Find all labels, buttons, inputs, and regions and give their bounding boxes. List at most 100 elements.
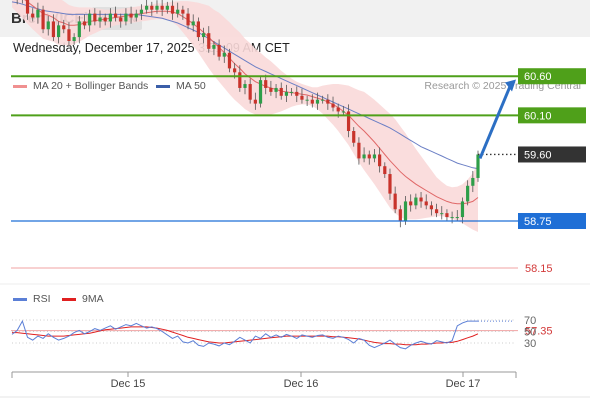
candle-body bbox=[393, 193, 397, 210]
candle-body bbox=[233, 68, 237, 73]
candle-body bbox=[134, 13, 138, 18]
candle-body bbox=[201, 33, 206, 38]
candle-body bbox=[383, 166, 387, 175]
candle-body bbox=[129, 13, 133, 18]
candle-body bbox=[414, 197, 418, 206]
candle-body bbox=[103, 17, 107, 22]
rsi-tick-label: 30 bbox=[524, 338, 536, 350]
ma50-swatch bbox=[156, 84, 170, 88]
candle-body bbox=[51, 21, 56, 38]
candle-body bbox=[336, 107, 340, 112]
candle-body bbox=[284, 91, 289, 96]
candle-body bbox=[227, 52, 232, 69]
candle-body bbox=[450, 217, 454, 219]
candle-body bbox=[429, 205, 433, 210]
resistance-label: 60.60 bbox=[524, 71, 552, 83]
candle-body bbox=[440, 213, 444, 215]
legend-ma50: MA 50 bbox=[156, 80, 206, 92]
forecast-arrow-head bbox=[505, 79, 516, 92]
candle-body bbox=[222, 52, 226, 57]
candle-body bbox=[139, 9, 144, 14]
candle-body bbox=[93, 13, 97, 22]
candle-body bbox=[471, 177, 475, 186]
candle-body bbox=[191, 21, 195, 26]
candle-body bbox=[305, 99, 309, 101]
candle-body bbox=[176, 9, 180, 14]
candle-body bbox=[217, 44, 221, 57]
candle-body bbox=[326, 99, 330, 104]
candle-body bbox=[212, 44, 216, 49]
candle-body bbox=[434, 209, 439, 214]
legend-bb: MA 20 + Bollinger Bands bbox=[13, 80, 148, 92]
candle-body bbox=[57, 25, 61, 38]
candle-body bbox=[82, 21, 87, 26]
candle-body bbox=[46, 21, 50, 30]
candle-body bbox=[186, 13, 190, 26]
candle-body bbox=[108, 13, 112, 22]
candle-body bbox=[403, 201, 408, 221]
candle-body bbox=[248, 84, 252, 100]
candle-body bbox=[460, 201, 465, 218]
bb-swatch bbox=[13, 84, 27, 88]
candle-body bbox=[145, 5, 149, 10]
candle-body bbox=[196, 21, 200, 38]
candle-body bbox=[62, 25, 66, 30]
candle-body bbox=[466, 185, 470, 202]
candle-body bbox=[119, 17, 123, 22]
pivot-label: 58.75 bbox=[524, 216, 552, 228]
candle-body bbox=[41, 9, 45, 30]
candle-body bbox=[113, 13, 118, 18]
candle-body bbox=[310, 99, 314, 104]
candle-body bbox=[258, 80, 263, 104]
support-label: 58.15 bbox=[525, 263, 553, 275]
candle-body bbox=[31, 13, 35, 18]
rsi-swatch bbox=[13, 297, 27, 301]
time-tick-label: Dec 15 bbox=[111, 378, 146, 390]
legend-bb-label: MA 20 + Bollinger Bands bbox=[33, 80, 149, 92]
candle-body bbox=[424, 201, 428, 206]
candle-body bbox=[362, 154, 366, 159]
candle-body bbox=[264, 80, 268, 88]
candle-body bbox=[243, 84, 247, 88]
candle-body bbox=[321, 99, 325, 101]
candle-body bbox=[378, 154, 382, 167]
candle-body bbox=[315, 99, 320, 104]
candle-body bbox=[72, 37, 76, 42]
rsi-line bbox=[11, 319, 478, 350]
legend-rsi: RSI bbox=[13, 293, 51, 305]
candle-body bbox=[155, 5, 159, 10]
candle-body bbox=[67, 29, 71, 42]
rsi-tick-label: 70 bbox=[524, 315, 536, 327]
candle-body bbox=[367, 154, 371, 159]
candle-body bbox=[419, 197, 423, 202]
candle-body bbox=[36, 9, 40, 18]
candle-body bbox=[253, 99, 257, 104]
candle-body bbox=[290, 91, 294, 93]
legend-rsi-ma-label: 9MA bbox=[82, 293, 104, 305]
candle-body bbox=[279, 87, 283, 96]
rsi-tick-label: 50 bbox=[524, 327, 536, 339]
candle-body bbox=[388, 174, 392, 194]
candle-body bbox=[181, 9, 185, 14]
candle-body bbox=[300, 95, 304, 100]
candle-body bbox=[476, 154, 480, 178]
candle-body bbox=[170, 5, 175, 14]
rsi-ma-swatch bbox=[62, 297, 76, 301]
candle-body bbox=[445, 213, 449, 218]
rsi-ma-line bbox=[12, 326, 479, 346]
candle-body bbox=[455, 217, 459, 219]
current-price-label: 59.60 bbox=[524, 149, 552, 161]
candle-body bbox=[238, 72, 242, 88]
resistance-label-box bbox=[518, 68, 586, 85]
legend-ma50-label: MA 50 bbox=[176, 80, 206, 92]
candle-body bbox=[88, 13, 92, 26]
candle-body bbox=[150, 5, 154, 10]
time-tick-label: Dec 17 bbox=[446, 378, 481, 390]
pivot-label-box bbox=[518, 213, 586, 229]
candle-body bbox=[269, 87, 273, 92]
candle-body bbox=[331, 103, 335, 108]
current-price-box bbox=[518, 146, 586, 163]
candle-body bbox=[409, 201, 413, 206]
candle-body bbox=[357, 142, 361, 159]
